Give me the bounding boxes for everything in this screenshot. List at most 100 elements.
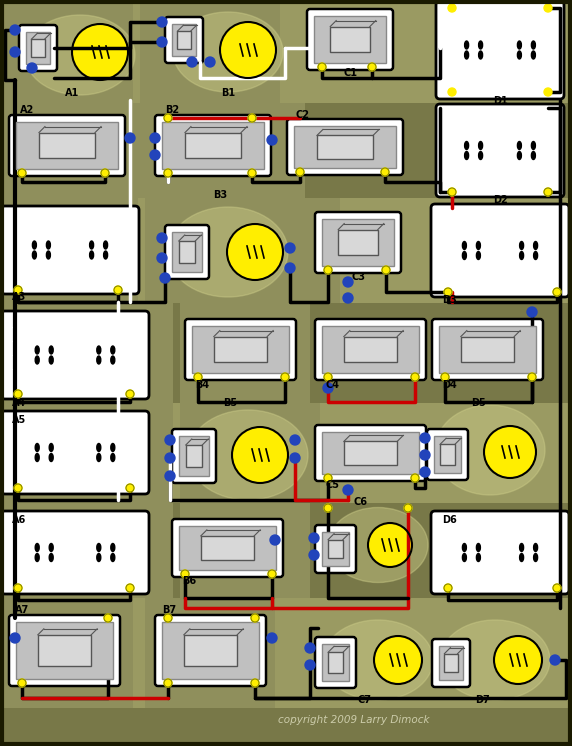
FancyBboxPatch shape (19, 25, 57, 71)
Circle shape (343, 293, 353, 303)
Ellipse shape (97, 454, 101, 462)
Ellipse shape (25, 15, 135, 95)
Ellipse shape (111, 454, 115, 462)
Text: →: → (3, 323, 13, 333)
Bar (322, 644, 349, 681)
Ellipse shape (462, 242, 466, 249)
FancyBboxPatch shape (315, 319, 426, 380)
Bar (180, 303, 310, 403)
Circle shape (157, 17, 167, 27)
Circle shape (324, 504, 332, 512)
Ellipse shape (518, 41, 522, 49)
Circle shape (267, 135, 277, 145)
Circle shape (484, 426, 536, 478)
Bar (16, 622, 113, 679)
Circle shape (281, 373, 289, 381)
Bar (26, 32, 50, 64)
Bar (3, 598, 133, 708)
Ellipse shape (479, 41, 483, 49)
Ellipse shape (534, 554, 538, 562)
Text: A5: A5 (12, 415, 26, 425)
Ellipse shape (35, 454, 39, 462)
Text: B5: B5 (223, 398, 237, 408)
FancyBboxPatch shape (172, 429, 216, 483)
Ellipse shape (35, 356, 39, 364)
Circle shape (18, 169, 26, 177)
Text: A4: A4 (12, 398, 26, 408)
Circle shape (305, 660, 315, 670)
Ellipse shape (531, 142, 535, 149)
Circle shape (18, 679, 26, 687)
Bar (180, 403, 320, 503)
Bar (185, 133, 241, 158)
Circle shape (309, 550, 319, 560)
Bar (328, 652, 343, 673)
Bar (186, 445, 202, 467)
Ellipse shape (104, 251, 108, 259)
Ellipse shape (479, 51, 483, 59)
Text: B1: B1 (221, 88, 235, 98)
Bar (328, 539, 343, 558)
Circle shape (150, 133, 160, 143)
Bar (461, 336, 514, 363)
Circle shape (290, 453, 300, 463)
FancyBboxPatch shape (431, 204, 569, 297)
Ellipse shape (518, 142, 522, 149)
Circle shape (448, 188, 456, 196)
Bar (179, 526, 276, 570)
Bar (39, 133, 95, 158)
Bar (344, 336, 397, 363)
Ellipse shape (519, 242, 523, 249)
Ellipse shape (519, 251, 523, 260)
Circle shape (343, 277, 353, 287)
Ellipse shape (97, 554, 101, 562)
Circle shape (285, 243, 295, 253)
Text: →: → (3, 337, 13, 347)
Circle shape (368, 63, 376, 71)
Circle shape (114, 286, 122, 294)
Text: C1: C1 (343, 68, 357, 78)
FancyBboxPatch shape (436, 104, 564, 197)
FancyBboxPatch shape (165, 17, 203, 63)
Text: C7: C7 (358, 695, 372, 705)
Bar (3, 303, 569, 403)
Text: B3: B3 (213, 190, 227, 200)
Circle shape (411, 373, 419, 381)
Ellipse shape (462, 554, 466, 562)
Ellipse shape (111, 444, 115, 451)
Ellipse shape (97, 444, 101, 451)
Ellipse shape (476, 554, 480, 562)
Bar (3, 403, 173, 503)
Ellipse shape (90, 241, 94, 249)
Circle shape (14, 584, 22, 592)
Text: A3: A3 (12, 292, 26, 302)
Bar (140, 3, 280, 103)
Text: C2: C2 (295, 110, 309, 120)
Ellipse shape (534, 242, 538, 249)
Text: D4: D4 (442, 380, 457, 390)
Circle shape (164, 114, 172, 122)
Ellipse shape (479, 142, 483, 149)
Ellipse shape (35, 554, 39, 562)
FancyBboxPatch shape (1, 311, 149, 399)
Text: ←: ← (3, 365, 13, 375)
FancyBboxPatch shape (431, 511, 569, 594)
Ellipse shape (519, 554, 523, 562)
Circle shape (187, 57, 197, 67)
Ellipse shape (476, 242, 480, 249)
Text: D7: D7 (475, 695, 490, 705)
Text: ←: ← (3, 351, 13, 361)
Bar (3, 3, 133, 103)
Ellipse shape (49, 356, 53, 364)
Ellipse shape (479, 151, 483, 160)
Ellipse shape (462, 251, 466, 260)
Bar (314, 16, 386, 63)
Circle shape (181, 570, 189, 578)
Text: copyright 2009 Larry Dimock: copyright 2009 Larry Dimock (279, 715, 430, 725)
Circle shape (14, 390, 22, 398)
Ellipse shape (534, 251, 538, 260)
Ellipse shape (476, 544, 480, 551)
FancyBboxPatch shape (172, 519, 283, 577)
Ellipse shape (188, 410, 308, 500)
Circle shape (527, 307, 537, 317)
